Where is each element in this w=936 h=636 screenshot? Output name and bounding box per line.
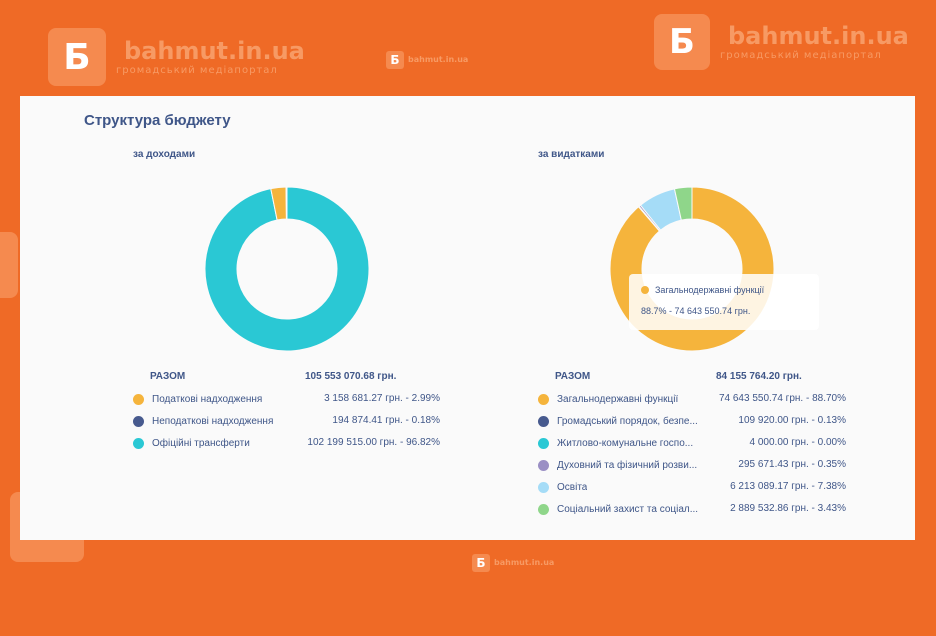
expenses-donut-chart: [609, 186, 775, 352]
expenses-legend-value: 6 213 089.17 грн. - 7.38%: [730, 481, 846, 492]
expenses-total-value: 84 155 764.20 грн.: [716, 371, 802, 382]
watermark-logo-left-edge: [0, 232, 18, 298]
legend-dot-icon: [538, 481, 549, 493]
tooltip-label: Загальнодержавні функції: [655, 285, 765, 295]
legend-label: Соціальний захист та соціал...: [557, 503, 699, 515]
legend-dot-icon: [538, 437, 549, 449]
income-donut-chart: [204, 186, 370, 352]
legend-dot-icon: [538, 393, 549, 405]
donut-slice[interactable]: [204, 186, 370, 352]
legend-label: Духовний та фізичний розви...: [557, 459, 698, 471]
expenses-legend-item[interactable]: Загальнодержавні функції: [538, 390, 678, 408]
watermark-tagline: громадський медіапортал: [720, 49, 882, 61]
legend-dot-icon: [538, 503, 549, 515]
budget-card: Структура бюджету за доходами за видатка…: [20, 96, 915, 540]
income-legend-value: 194 874.41 грн. - 0.18%: [332, 415, 440, 426]
chart-tooltip: Загальнодержавні функції 88.7% - 74 643 …: [629, 274, 819, 330]
expenses-legend-item[interactable]: Житлово-комунальне госпо...: [538, 434, 693, 452]
legend-dot-icon: [133, 415, 144, 427]
page-title: Структура бюджету: [84, 112, 231, 129]
expenses-total-label: РАЗОМ: [555, 371, 591, 382]
expenses-legend-value: 295 671.43 грн. - 0.35%: [738, 459, 846, 470]
income-legend-item[interactable]: Неподаткові надходження: [133, 412, 273, 430]
tooltip-row: Загальнодержавні функції: [641, 285, 764, 295]
donut-slice[interactable]: [285, 186, 288, 220]
watermark-brand: bahmut.in.ua: [494, 558, 555, 567]
watermark-brand: bahmut.in.ua: [124, 36, 305, 65]
legend-label: Житлово-комунальне госпо...: [557, 437, 694, 449]
legend-label: Загальнодержавні функції: [557, 393, 679, 405]
legend-dot-icon: [538, 415, 549, 427]
watermark-top-right: Б bahmut.in.ua громадський медіапортал: [654, 14, 909, 70]
legend-label: Неподаткові надходження: [152, 415, 274, 427]
legend-label: Офіційні трансферти: [152, 437, 250, 449]
legend-dot-icon: [133, 437, 144, 449]
expenses-legend-value: 74 643 550.74 грн. - 88.70%: [718, 393, 846, 404]
income-total-label: РАЗОМ: [150, 371, 186, 382]
income-legend-value: 102 199 515.00 грн. - 96.82%: [307, 437, 440, 448]
watermark-top-center: Б bahmut.in.ua: [386, 51, 468, 69]
watermark-logo: Б: [386, 51, 404, 69]
tooltip-value: 88.7% - 74 643 550.74 грн.: [641, 306, 751, 316]
watermark-bottom-center: Б bahmut.in.ua: [472, 554, 554, 572]
legend-dot-icon: [538, 459, 549, 471]
watermark-logo: Б: [654, 14, 710, 70]
expenses-legend-value: 2 889 532.86 грн. - 3.43%: [730, 503, 846, 514]
income-legend-value: 3 158 681.27 грн. - 2.99%: [324, 393, 440, 404]
watermark-brand: bahmut.in.ua: [728, 21, 909, 50]
expenses-legend-value: 109 920.00 грн. - 0.13%: [738, 415, 846, 426]
expenses-legend-item[interactable]: Громадський порядок, безпе...: [538, 412, 698, 430]
expenses-subtitle: за видатками: [538, 149, 605, 160]
expenses-legend-item[interactable]: Соціальний захист та соціал...: [538, 500, 698, 518]
watermark-logo: Б: [48, 28, 106, 86]
watermark-top-left: Б bahmut.in.ua громадський медіапортал: [48, 28, 305, 86]
income-legend-item[interactable]: Податкові надходження: [133, 390, 262, 408]
legend-dot-icon: [133, 393, 144, 405]
expenses-legend-value: 4 000.00 грн. - 0.00%: [749, 437, 846, 448]
watermark-tagline: громадський медіапортал: [116, 64, 278, 76]
legend-label: Громадський порядок, безпе...: [557, 415, 698, 427]
expenses-legend-item[interactable]: Освіта: [538, 478, 587, 496]
income-legend-item[interactable]: Офіційні трансферти: [133, 434, 250, 452]
legend-label: Податкові надходження: [152, 393, 263, 405]
watermark-logo: Б: [472, 554, 490, 572]
legend-label: Освіта: [557, 481, 588, 493]
expenses-legend-item[interactable]: Духовний та фізичний розви...: [538, 456, 697, 474]
income-total-value: 105 553 070.68 грн.: [305, 371, 397, 382]
tooltip-dot-icon: [641, 286, 649, 294]
income-subtitle: за доходами: [133, 149, 196, 160]
donut-slice[interactable]: [673, 186, 693, 221]
watermark-brand: bahmut.in.ua: [408, 55, 469, 64]
